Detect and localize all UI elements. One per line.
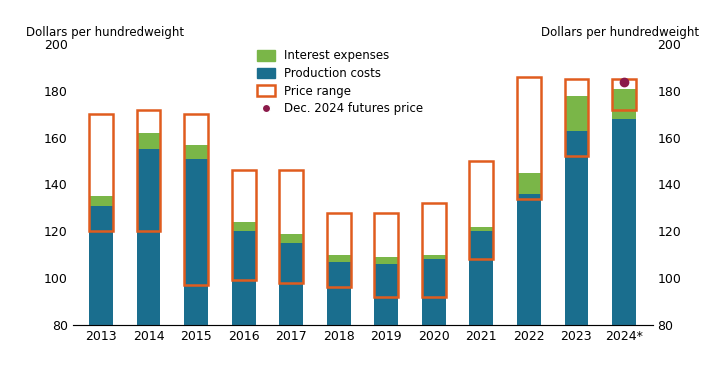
Bar [137, 149, 160, 325]
Bar [565, 96, 588, 131]
Bar [327, 255, 351, 262]
Bar [374, 264, 398, 325]
Bar [517, 77, 541, 199]
Bar [184, 145, 208, 159]
Bar [279, 234, 303, 243]
Bar [89, 114, 113, 231]
Bar [612, 79, 636, 110]
Text: Dollars per hundredweight: Dollars per hundredweight [26, 26, 184, 39]
Bar [327, 213, 351, 287]
Bar [89, 196, 113, 206]
Legend: Interest expenses, Production costs, Price range, Dec. 2024 futures price: Interest expenses, Production costs, Pri… [252, 45, 428, 120]
Bar [470, 231, 493, 325]
Bar [470, 161, 493, 259]
Bar [232, 222, 255, 231]
Bar [374, 213, 398, 297]
Bar [137, 133, 160, 149]
Bar [565, 131, 588, 325]
Bar [422, 259, 446, 325]
Bar [565, 79, 588, 156]
Bar [517, 194, 541, 325]
Bar [612, 89, 636, 119]
Bar [422, 255, 446, 259]
Bar [374, 257, 398, 264]
Bar [137, 110, 160, 231]
Bar [232, 170, 255, 280]
Bar [279, 170, 303, 283]
Bar [517, 173, 541, 194]
Bar [89, 206, 113, 325]
Bar [279, 243, 303, 325]
Bar [470, 227, 493, 231]
Bar [184, 114, 208, 285]
Bar [612, 119, 636, 325]
Bar [184, 159, 208, 325]
Text: Dollars per hundredweight: Dollars per hundredweight [541, 26, 699, 39]
Bar [422, 203, 446, 297]
Bar [327, 262, 351, 325]
Bar [232, 231, 255, 325]
